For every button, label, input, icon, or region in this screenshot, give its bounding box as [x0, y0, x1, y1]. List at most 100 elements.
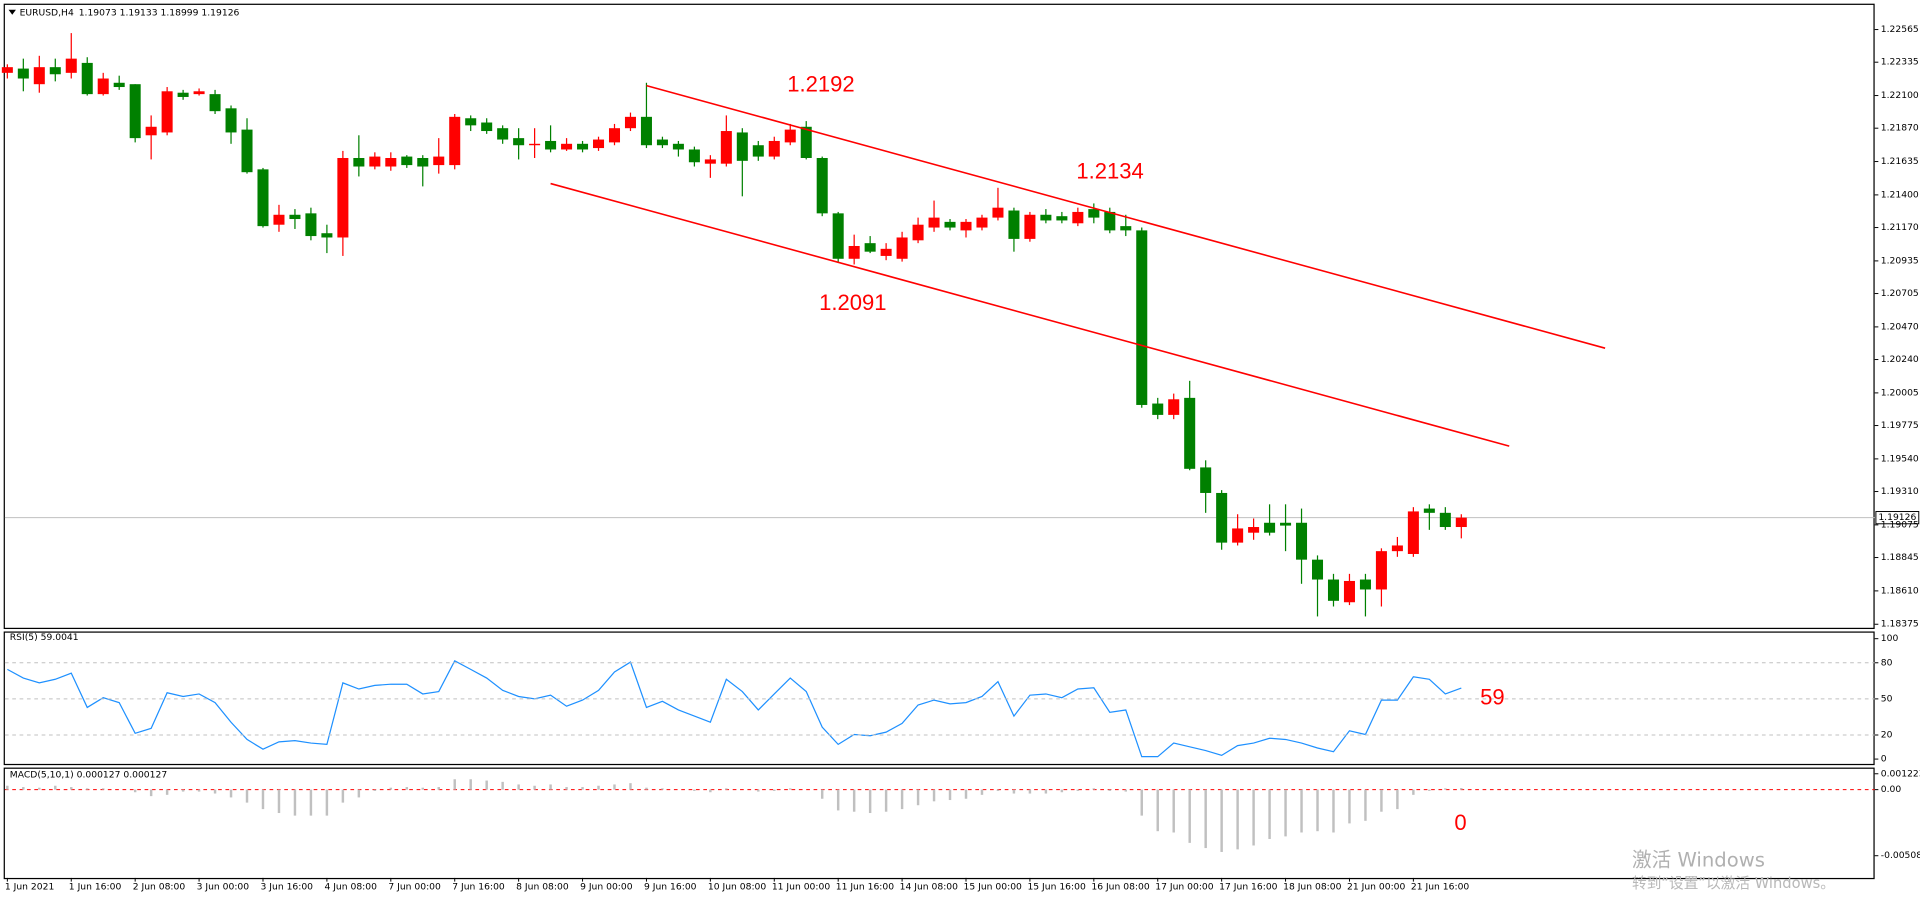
histogram-bar: [405, 787, 409, 790]
candle-body: [1423, 508, 1435, 513]
candle-body: [1056, 216, 1068, 221]
candle-body: [17, 68, 29, 79]
histogram-bar: [38, 787, 41, 790]
histogram-bar: [1300, 789, 1303, 833]
candle-body: [337, 157, 349, 238]
candle-body: [1, 67, 13, 73]
candle-body: [992, 207, 1004, 218]
histogram-bar: [565, 787, 568, 790]
x-tick-label: 7 Jun 16:00: [452, 882, 505, 893]
histogram-bar: [229, 789, 233, 798]
y-tick-label: 1.19075: [1881, 519, 1919, 530]
candle-body: [608, 128, 621, 143]
y-tick-label: 1.21870: [1881, 123, 1919, 134]
histogram-bar: [852, 789, 856, 812]
candle-body: [33, 67, 45, 85]
histogram-bar: [421, 787, 424, 790]
histogram-bar: [1396, 789, 1399, 810]
candle-body: [944, 221, 956, 228]
y-tick-label: 1.20470: [1881, 321, 1919, 332]
histogram-bar: [341, 789, 345, 803]
candle-body: [385, 157, 397, 167]
y-tick-label: 100: [1881, 633, 1899, 644]
main-pane-frame: [3, 3, 1875, 630]
candle-body: [577, 143, 589, 150]
rsi-line: [7, 660, 1462, 758]
candle-body: [321, 233, 333, 238]
candle-body: [1200, 467, 1212, 493]
candle-body: [1311, 559, 1324, 580]
y-tick-label: 1.19540: [1881, 453, 1919, 464]
candle-body: [273, 214, 285, 225]
histogram-bar: [70, 787, 73, 790]
histogram-bar: [709, 789, 712, 793]
candle-body: [129, 84, 141, 139]
candle-body: [1184, 397, 1196, 469]
candle-body: [241, 129, 253, 173]
candle-body: [433, 156, 445, 166]
y-tick-label: 80: [1881, 657, 1893, 668]
histogram-bar: [1332, 789, 1335, 833]
histogram-bar: [517, 784, 520, 790]
candle-body: [369, 156, 381, 167]
candle-body: [960, 221, 972, 231]
candle-body: [1088, 209, 1100, 218]
histogram-bar: [693, 789, 696, 791]
x-tick-label: 10 Jun 08:00: [708, 882, 766, 893]
histogram-bar: [789, 788, 792, 790]
y-tick-label: 1.20705: [1881, 288, 1919, 299]
x-tick-label: 11 Jun 16:00: [836, 882, 894, 893]
histogram-bar: [1044, 789, 1048, 794]
candle-body: [736, 132, 748, 161]
candle-body: [225, 108, 237, 133]
candle-body: [1327, 579, 1340, 601]
candle-body: [353, 157, 365, 167]
histogram-bar: [1380, 789, 1383, 812]
trendline: [646, 84, 1606, 349]
candle-body: [65, 58, 77, 73]
y-tick-label: 1.21635: [1881, 156, 1919, 167]
histogram-bar: [1268, 789, 1271, 839]
x-tick-label: 4 Jun 08:00: [324, 882, 377, 893]
candle-body: [1343, 580, 1355, 603]
annotation: 1.2192: [787, 72, 854, 97]
candle-body: [1232, 528, 1244, 543]
chart-header: EURUSD,H4 1.19073 1.19133 1.18999 1.19126: [20, 7, 240, 18]
histogram-bar: [549, 784, 552, 790]
histogram-bar: [1412, 789, 1415, 795]
candle-body: [177, 92, 189, 97]
y-tick-label: 20: [1881, 730, 1893, 741]
histogram-bar: [948, 789, 952, 801]
histogram-bar: [645, 787, 648, 790]
candle-body: [1296, 522, 1308, 560]
y-tick-label: 0.001223: [1881, 768, 1920, 779]
rsi-title: RSI(5) 59.0041: [10, 632, 79, 643]
histogram-bar: [836, 789, 840, 811]
histogram-bar: [533, 785, 536, 790]
histogram-bar: [1092, 788, 1096, 790]
x-tick-label: 15 Jun 00:00: [964, 882, 1022, 893]
histogram-bar: [820, 789, 824, 799]
histogram-bar: [1428, 789, 1431, 791]
candle-body: [545, 140, 557, 150]
histogram-bar: [597, 785, 600, 790]
candle-body: [768, 140, 780, 157]
candle-body: [49, 67, 61, 75]
histogram-bar: [964, 789, 968, 799]
candle-body: [976, 217, 988, 228]
y-tick-label: 1.19310: [1881, 486, 1919, 497]
histogram-bar: [1140, 789, 1143, 816]
histogram-bar: [581, 787, 584, 790]
annotation: 1.2091: [819, 290, 886, 315]
candle-body: [864, 243, 876, 252]
candle-body: [896, 237, 908, 259]
menu-arrow[interactable]: [8, 9, 16, 15]
histogram-bar: [773, 789, 776, 791]
candle-body: [832, 213, 844, 259]
x-tick-label: 1 Jun 2021: [5, 882, 54, 893]
histogram-bar: [1252, 789, 1255, 846]
histogram-bar: [980, 789, 984, 795]
histogram-bar: [900, 789, 904, 810]
candle-body: [1040, 214, 1052, 221]
